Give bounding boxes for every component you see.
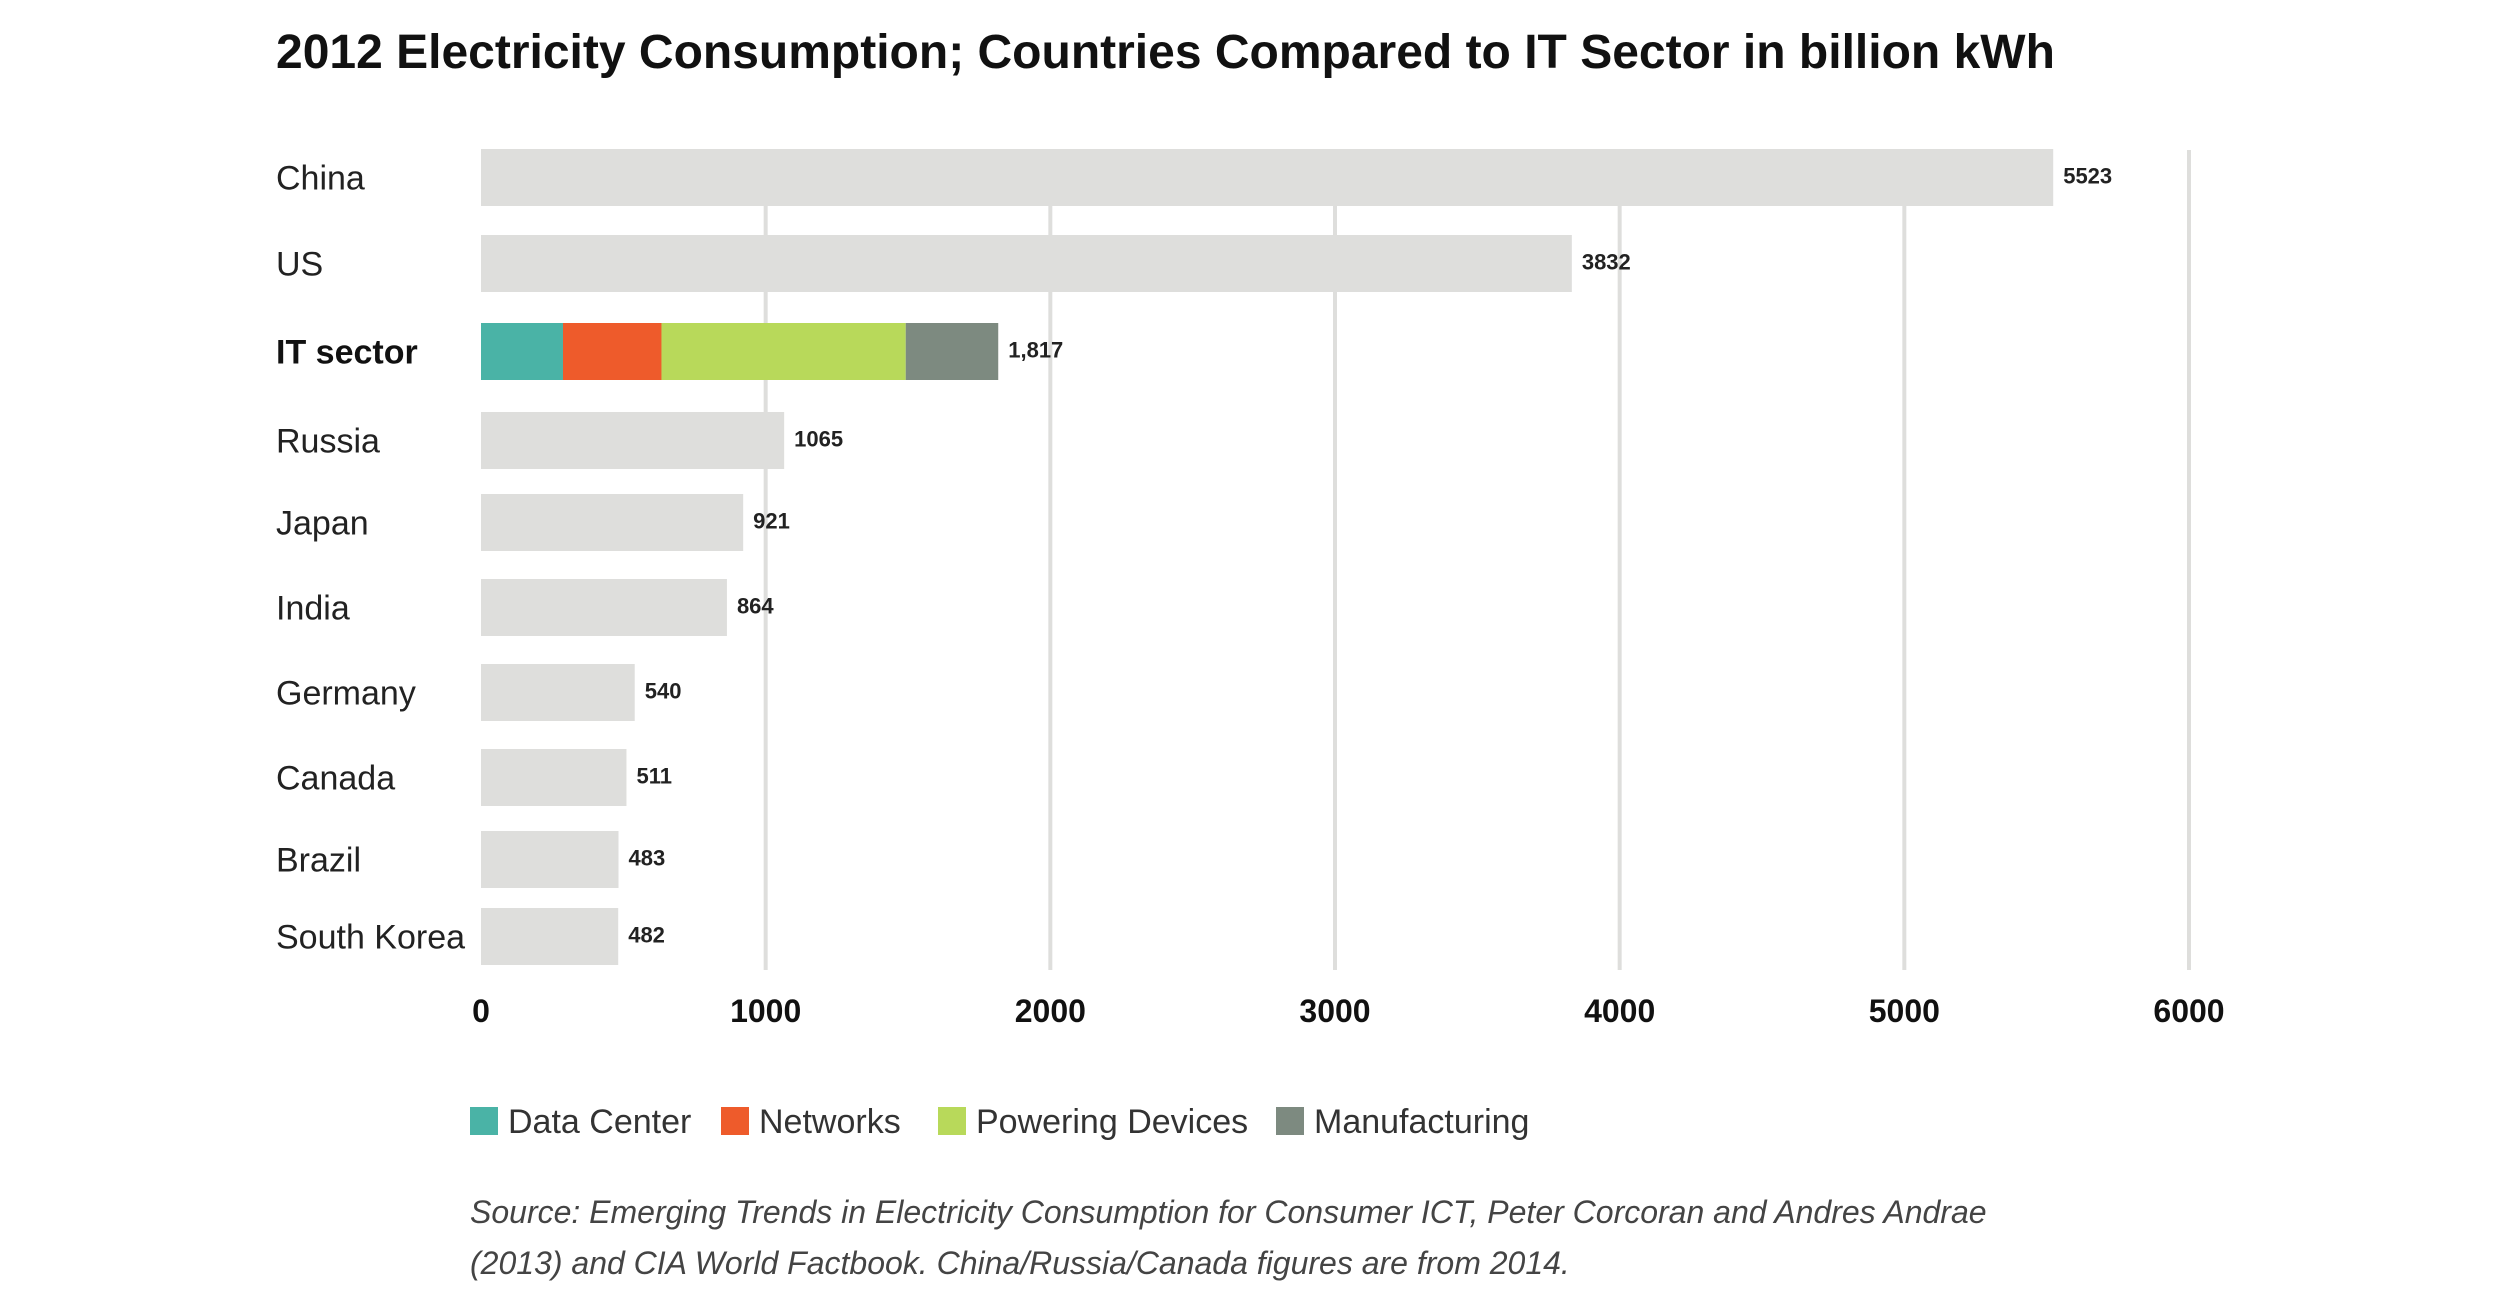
value-label-us: 3832 (1582, 250, 1631, 275)
x-tick-5000: 5000 (1869, 993, 1940, 1029)
category-label-china: China (276, 160, 365, 198)
legend-swatch-powering-devices (938, 1107, 966, 1135)
legend-item-data-center: Data Center (470, 1103, 691, 1141)
category-label-canada: Canada (276, 760, 395, 798)
bar-us (481, 235, 1572, 292)
category-label-india: India (276, 590, 350, 628)
value-label-south-korea: 482 (628, 923, 665, 948)
category-label-south-korea: South Korea (276, 919, 465, 957)
category-label-russia: Russia (276, 423, 380, 461)
value-label-it-sector: 1,817 (1008, 338, 1063, 363)
bar-south-korea (481, 908, 619, 965)
legend-label-manufacturing: Manufacturing (1314, 1103, 1529, 1141)
source-line-1: Source: Emerging Trends in Electricity C… (470, 1194, 1987, 1230)
legend-label-powering-devices: Powering Devices (976, 1103, 1248, 1141)
legend-label-networks: Networks (759, 1103, 901, 1141)
category-label-japan: Japan (276, 505, 369, 543)
bar-it-sector-manufacturing (905, 323, 999, 380)
legend-swatch-networks (721, 1107, 749, 1135)
x-tick-2000: 2000 (1015, 993, 1086, 1029)
legend-label-data-center: Data Center (508, 1103, 691, 1141)
category-label-germany: Germany (276, 675, 416, 713)
x-tick-4000: 4000 (1584, 993, 1655, 1029)
category-label-it-sector: IT sector (276, 334, 418, 372)
bar-india (481, 579, 727, 636)
chart-title: 2012 Electricity Consumption; Countries … (276, 26, 2055, 79)
x-axis-ticks: 0 1000 2000 3000 4000 5000 6000 (472, 993, 2224, 1029)
x-tick-6000: 6000 (2153, 993, 2224, 1029)
bar-brazil (481, 831, 619, 888)
value-label-germany: 540 (645, 679, 682, 704)
source-line-2: (2013) and CIA World Factbook. China/Rus… (470, 1245, 1570, 1281)
bar-it-sector-powering-devices (661, 323, 906, 380)
value-label-canada: 511 (636, 764, 672, 789)
bars (481, 149, 2054, 965)
category-label-brazil: Brazil (276, 842, 361, 880)
x-tick-3000: 3000 (1299, 993, 1370, 1029)
x-tick-1000: 1000 (730, 993, 801, 1029)
bar-russia (481, 412, 785, 469)
category-labels: China US IT sector Russia Japan India Germany C… (276, 160, 465, 957)
bar-canada (481, 749, 627, 806)
bar-it-sector-data-center (481, 323, 563, 380)
value-label-india: 864 (737, 594, 774, 619)
legend-swatch-data-center (470, 1107, 498, 1135)
legend: Data Center Networks Powering Devices Manuf… (470, 1103, 1529, 1141)
legend-item-networks: Networks (721, 1103, 901, 1141)
value-label-japan: 921 (753, 509, 790, 534)
value-label-brazil: 483 (628, 846, 665, 871)
source-note: Source: Emerging Trends in Electricity C… (470, 1194, 1987, 1281)
value-label-china: 5523 (2063, 164, 2112, 189)
legend-swatch-manufacturing (1276, 1107, 1304, 1135)
category-label-us: US (276, 246, 323, 284)
bar-germany (481, 664, 635, 721)
value-label-russia: 1065 (794, 427, 843, 452)
x-tick-0: 0 (472, 993, 490, 1029)
bar-japan (481, 494, 744, 551)
bar-it-sector-networks (562, 323, 662, 380)
legend-item-powering-devices: Powering Devices (938, 1103, 1248, 1141)
legend-item-manufacturing: Manufacturing (1276, 1103, 1529, 1141)
value-labels: 5523 3832 1,817 1065 921 864 540 511 483 482 (628, 164, 2112, 948)
bar-china (481, 149, 2054, 206)
